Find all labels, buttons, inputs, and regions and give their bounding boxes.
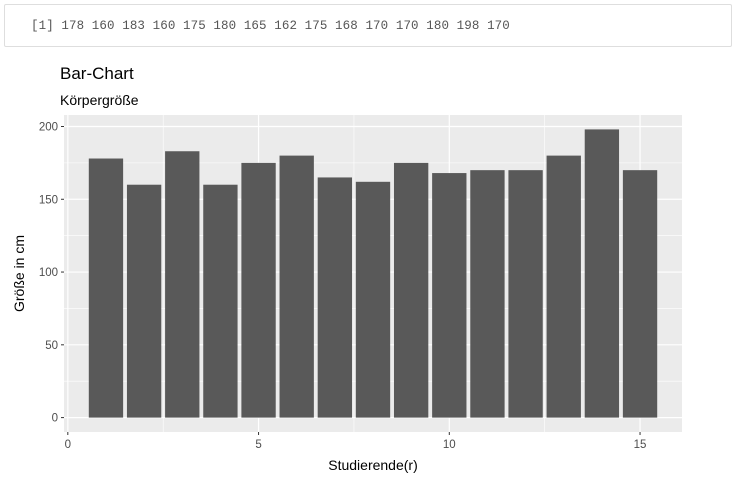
y-axis-title: Größe in cm (11, 235, 27, 312)
bars (88, 129, 658, 418)
chart-subtitle: Körpergröße (60, 92, 139, 108)
y-axis: 0 50 100 150 200 (39, 121, 64, 425)
y-tick-label: 200 (39, 121, 58, 133)
bar-1 (88, 158, 124, 418)
x-axis-title: Studierende(r) (328, 457, 418, 473)
bar-13 (546, 155, 581, 418)
x-tick-label: 0 (65, 439, 71, 451)
bar-14 (584, 129, 620, 418)
bar-11 (470, 170, 505, 418)
console-output-box: [1] 178 160 183 160 175 180 165 162 175 … (4, 4, 732, 47)
bar-7 (317, 177, 353, 418)
bar-2 (126, 184, 162, 418)
bar-5 (241, 162, 276, 418)
x-tick-label: 5 (255, 439, 261, 451)
bar-9 (393, 162, 429, 418)
chart-title: Bar-Chart (60, 64, 134, 83)
y-tick-label: 100 (39, 267, 58, 279)
bar-10 (432, 173, 467, 418)
y-tick-label: 50 (45, 340, 58, 352)
x-tick-label: 10 (443, 439, 456, 451)
bar-6 (279, 155, 314, 418)
x-axis: 0 5 10 15 (65, 432, 647, 451)
console-output-text: [1] 178 160 183 160 175 180 165 162 175 … (31, 19, 510, 33)
y-tick-label: 0 (52, 413, 58, 425)
bar-15 (622, 170, 658, 418)
y-tick-label: 150 (39, 194, 58, 206)
bar-12 (508, 170, 543, 418)
bar-4 (203, 184, 238, 418)
x-tick-label: 15 (634, 439, 647, 451)
bar-8 (355, 181, 391, 418)
bar-3 (165, 151, 200, 418)
